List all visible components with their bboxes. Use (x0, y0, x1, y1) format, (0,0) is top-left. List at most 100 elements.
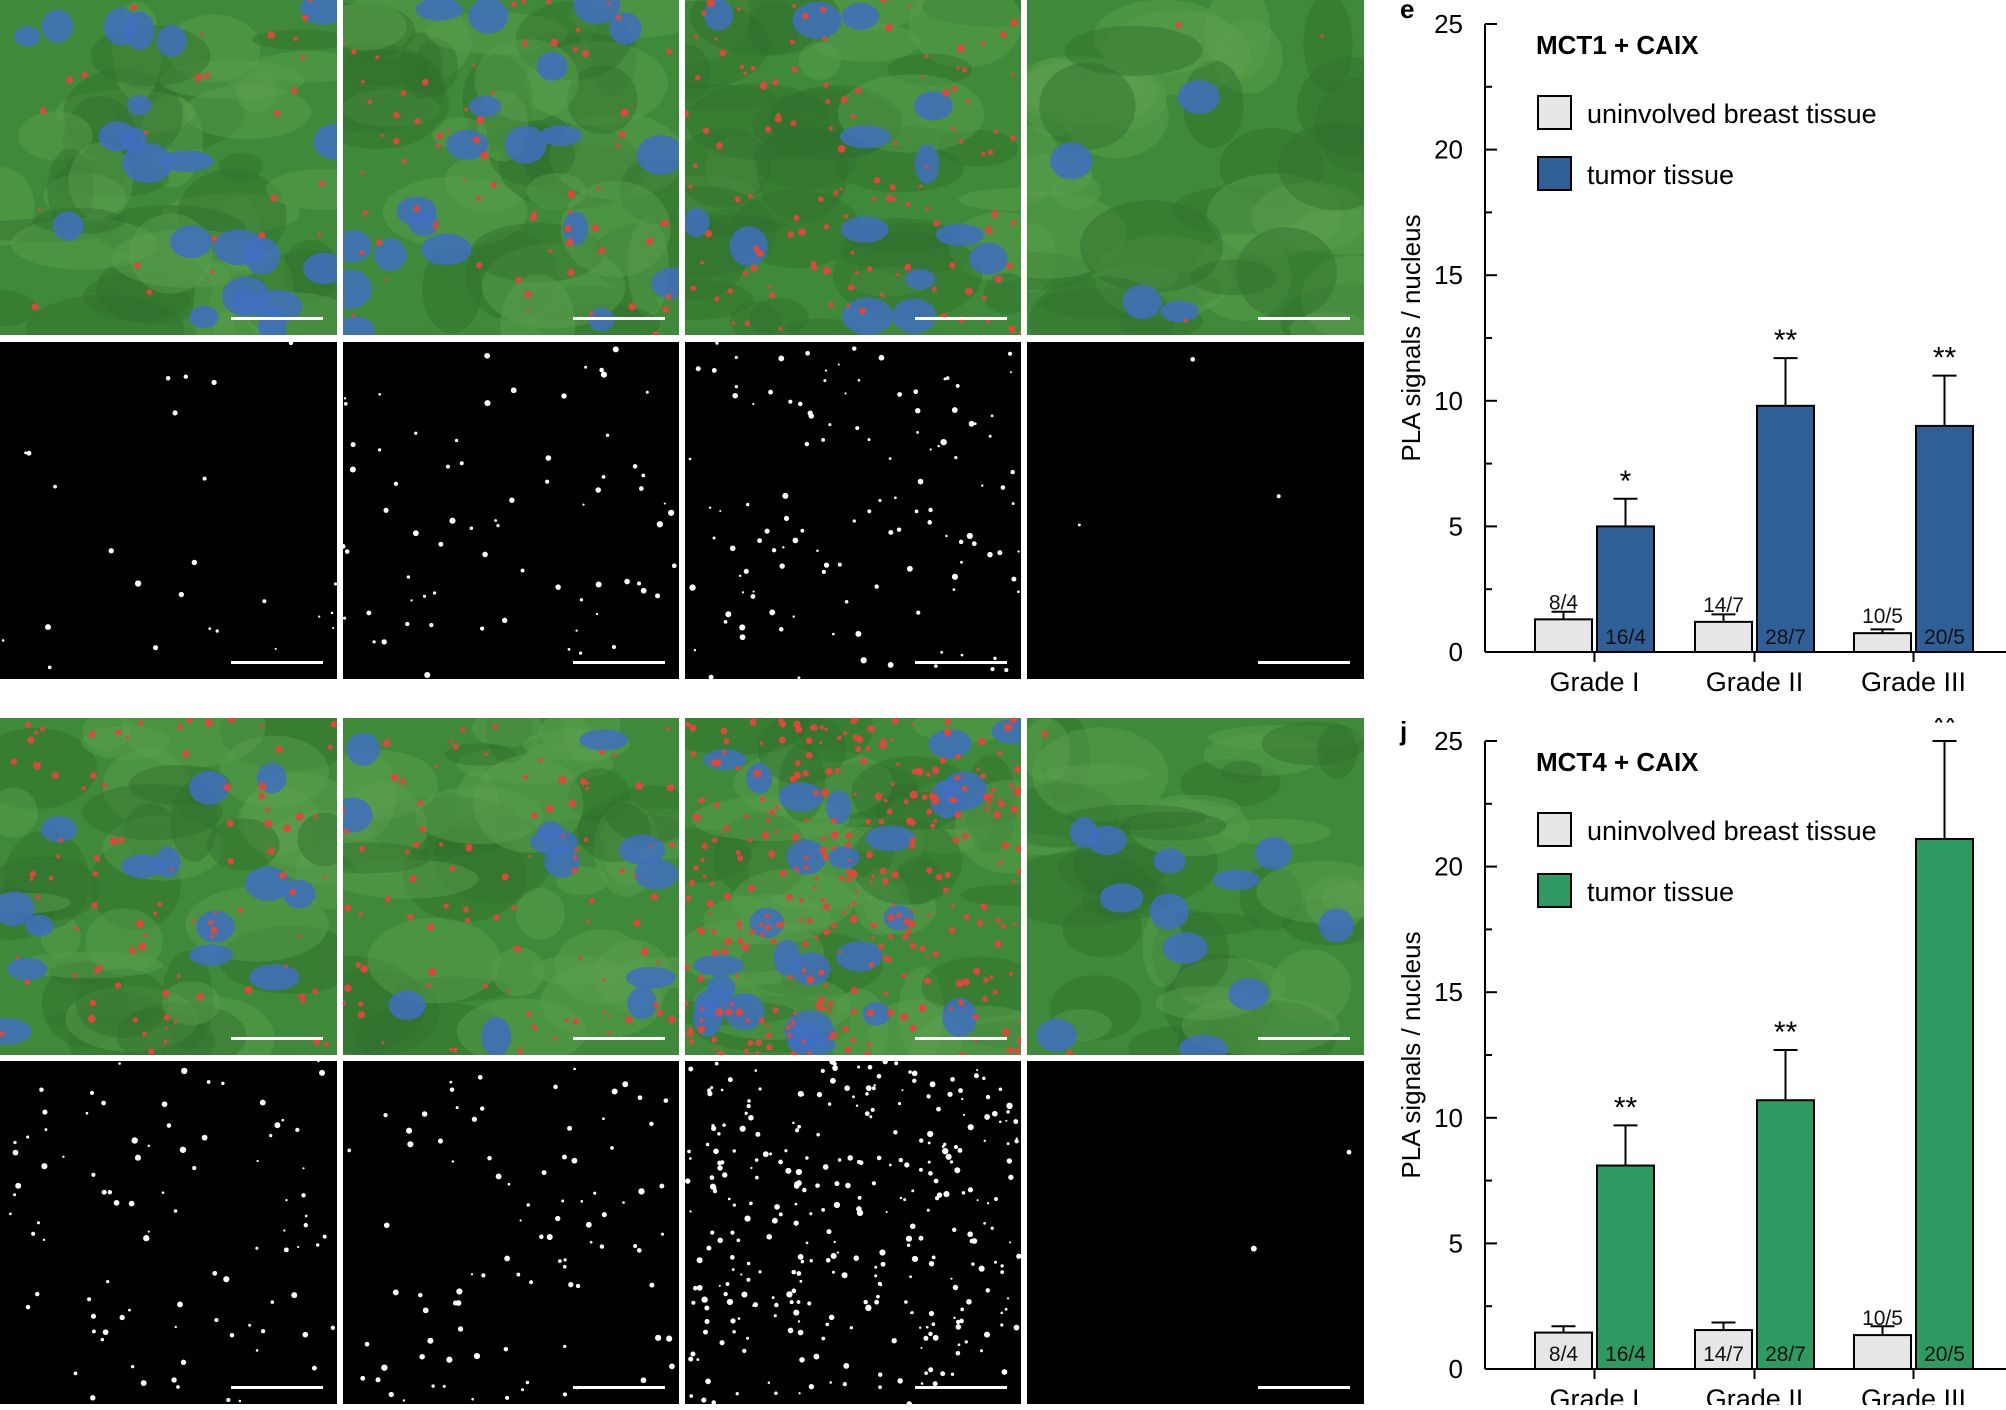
pla-dot (857, 1065, 861, 1069)
nucleus (928, 729, 972, 759)
significance-marker: * (1620, 465, 1632, 498)
nucleus (573, 0, 621, 24)
pla-dot (1190, 357, 1196, 362)
pla-dot (952, 1227, 957, 1232)
pla-dot (746, 1261, 751, 1266)
pla-signal (1006, 1046, 1014, 1054)
pla-signal (264, 819, 273, 828)
pla-dot (487, 1155, 492, 1161)
pla-dot (828, 423, 832, 427)
pla-dot (446, 1356, 453, 1363)
pla-dot (429, 622, 434, 628)
pla-dot (771, 1296, 775, 1300)
pla-dot (739, 624, 746, 631)
pla-dot (746, 1104, 751, 1109)
nucleus (343, 230, 372, 263)
pla-signal (909, 942, 917, 949)
pla-signal (845, 1046, 852, 1054)
pla-signal (153, 911, 158, 916)
pla-signal (144, 130, 149, 135)
pla-dot (855, 1104, 859, 1107)
pla-signal (689, 724, 697, 732)
tissue-texture (55, 89, 196, 136)
tissue-texture (1163, 953, 1272, 1051)
x-tick-label: Grade I (1549, 1384, 1639, 1405)
pla-dot (671, 563, 677, 569)
pla-signal (843, 731, 848, 736)
pla-dot (1009, 1241, 1012, 1244)
pla-dot (768, 389, 773, 395)
pla-dot (910, 1223, 916, 1230)
pla-dot (261, 1329, 266, 1334)
pla-signal (810, 724, 818, 732)
pla-dot (888, 529, 894, 535)
pla-signal (806, 975, 815, 984)
pla-signal (948, 927, 956, 934)
pla-signal (656, 1009, 664, 1017)
pla-signal (998, 800, 1006, 808)
scale-bar (915, 1037, 1007, 1049)
pla-dot (762, 1151, 769, 1158)
pla-signal (417, 800, 424, 806)
pla-dot (26, 450, 32, 456)
pla-signal (690, 285, 696, 291)
pla-signal (791, 1022, 795, 1027)
pla-signal (820, 788, 829, 797)
pla-dot (424, 671, 431, 679)
tissue-texture (1095, 263, 1179, 291)
pla-dot (916, 610, 921, 615)
pla-signal (887, 913, 895, 922)
pla-signal (932, 950, 940, 957)
pla-dot (735, 1392, 739, 1396)
tissue-texture (1190, 259, 1277, 296)
pla-dot (605, 433, 610, 437)
pla-dot (757, 538, 763, 544)
tissue-texture (798, 41, 842, 80)
pla-dot (797, 1320, 801, 1323)
pla-signal (1009, 782, 1014, 788)
pla-dot (807, 1301, 812, 1306)
pla-signal (817, 196, 824, 202)
pla-dot (437, 1138, 444, 1144)
pla-signal (295, 812, 304, 821)
pla-dot (906, 1243, 911, 1247)
pla-signal (753, 769, 762, 778)
tissue-texture (457, 745, 615, 784)
pla-signal (901, 972, 907, 979)
pla-signal (428, 968, 437, 977)
pla-signal (842, 911, 846, 915)
pla-dot (994, 1197, 998, 1202)
tissue-texture (46, 1009, 197, 1030)
tissue-texture (0, 727, 98, 809)
pla-dot (752, 590, 755, 593)
pla-signal (772, 79, 779, 86)
significance-marker: ** (1933, 342, 1957, 375)
pla-signal (765, 1023, 769, 1027)
pla-dot (36, 1221, 41, 1225)
pla-signal (994, 275, 1003, 283)
pla-dot (202, 476, 207, 481)
pla-signal (434, 764, 438, 769)
pla-signal (918, 1004, 927, 1013)
pla-signal (568, 799, 577, 808)
pla-dot (717, 1132, 721, 1136)
pla-dot (844, 1085, 850, 1092)
tissue-texture (0, 787, 38, 838)
pla-signal (359, 250, 365, 256)
nucleus (122, 143, 174, 183)
scale-bar-line (915, 661, 1007, 664)
pla-signal (845, 876, 852, 883)
pla-signal (414, 117, 421, 125)
pla-signal (702, 874, 707, 879)
pla-signal (912, 909, 916, 913)
pla-signal (191, 919, 195, 923)
pla-dot (688, 1066, 694, 1072)
pla-signal (565, 238, 574, 247)
pla-signal (847, 283, 855, 291)
pla-signal (921, 75, 925, 79)
pla-signal (476, 116, 485, 125)
pla-signal (1000, 31, 1007, 38)
n-label: 10/5 (1862, 605, 1903, 628)
pla-dot (571, 1157, 578, 1164)
tissue-texture (1027, 55, 1134, 116)
